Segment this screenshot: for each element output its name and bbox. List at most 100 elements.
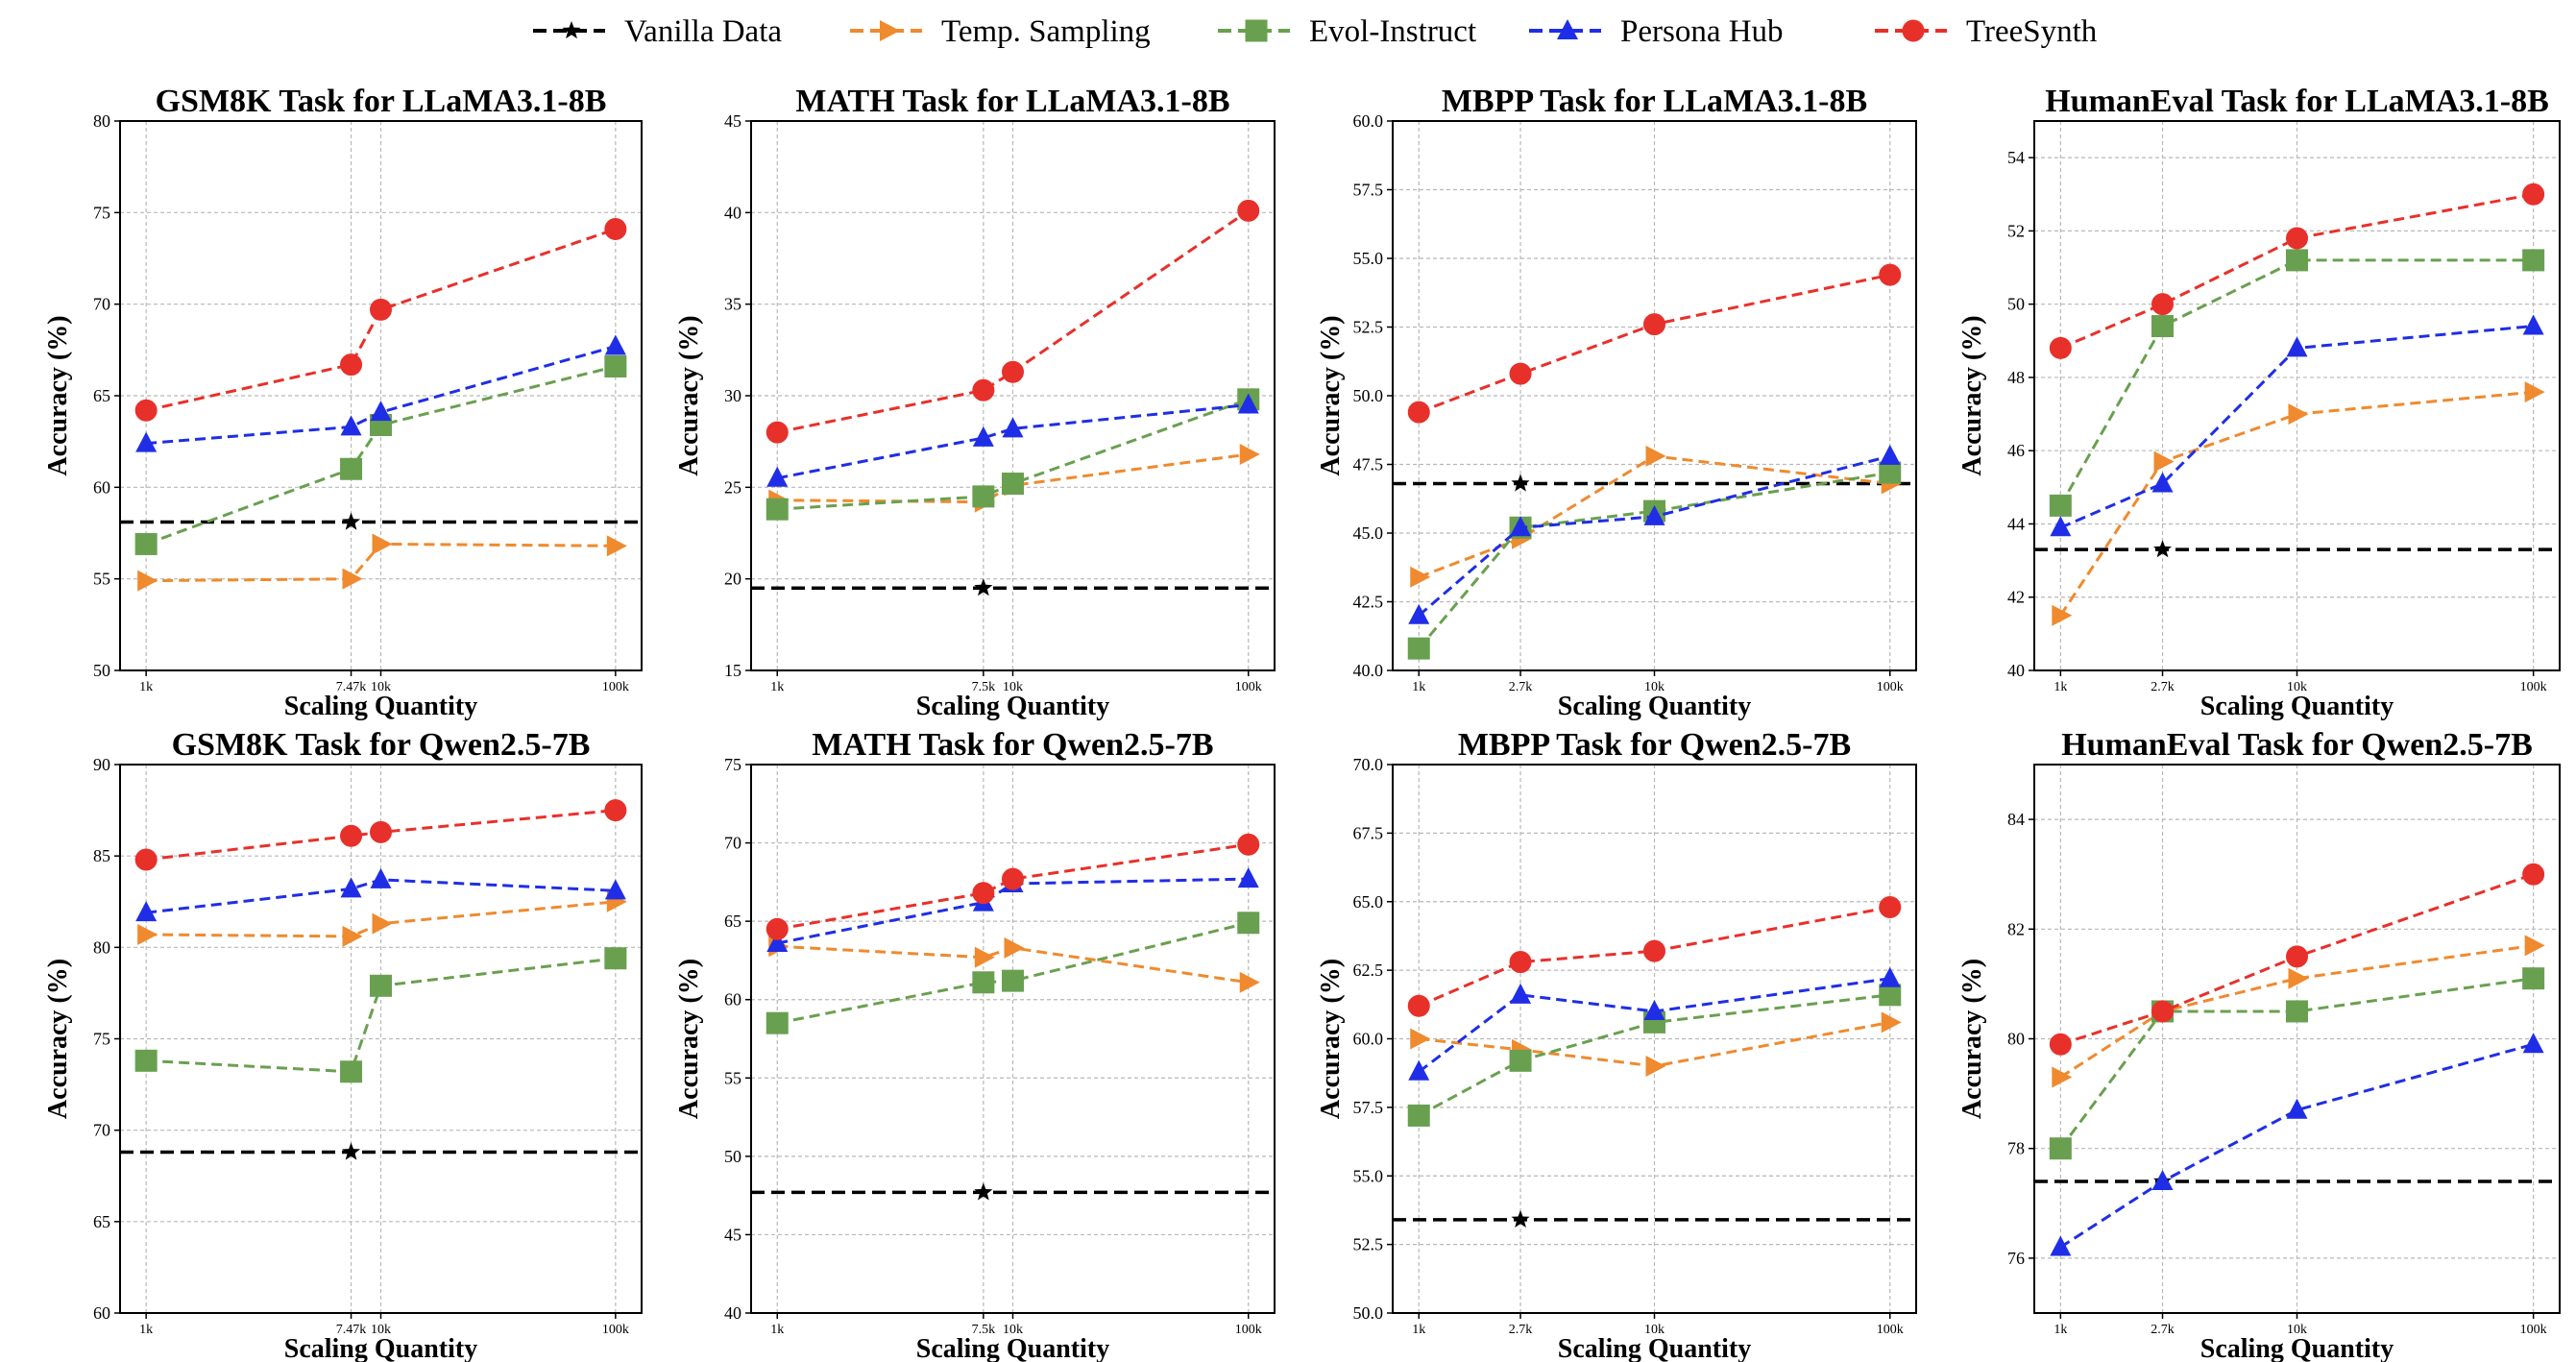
data-point-persona-hub xyxy=(370,867,392,888)
series-line-persona-hub xyxy=(146,345,617,446)
data-point-temp-sampling xyxy=(1410,1028,1431,1050)
data-point-treesynth xyxy=(1879,263,1902,286)
legend-item-persona-hub: Persona Hub xyxy=(1529,14,1784,49)
data-point-evol-instruct xyxy=(604,947,627,970)
chart-panel: 15 20 25 30 35 40 45 1k 7.5k 10k 100k MATH Task for… xyxy=(674,84,1276,721)
x-tick-label: 1k xyxy=(139,680,153,694)
legend-item-temp-sampling: Temp. Sampling xyxy=(850,14,1151,49)
data-point-evol-instruct xyxy=(2522,249,2545,272)
data-point-evol-instruct xyxy=(2286,249,2308,272)
data-point-persona-hub xyxy=(135,431,158,452)
legend-marker xyxy=(1902,19,1925,42)
x-tick-label: 1k xyxy=(770,680,784,694)
series-line-temp-sampling xyxy=(2059,943,2534,1079)
series-line-temp-sampling xyxy=(2059,390,2534,617)
y-tick-label: 35 xyxy=(724,295,741,314)
y-tick-label: 30 xyxy=(724,386,741,405)
data-point-evol-instruct xyxy=(370,974,392,997)
data-point-evol-instruct xyxy=(766,498,789,521)
y-tick-label: 75 xyxy=(93,203,110,222)
y-tick-label: 55 xyxy=(724,1068,741,1087)
data-point-treesynth xyxy=(1407,994,1430,1017)
y-tick-label: 46 xyxy=(2007,441,2025,460)
chart-panel: 40 45 50 55 60 65 70 75 1k 7.5k 10k 100k MATH Task f… xyxy=(674,727,1276,1362)
data-point-temp-sampling xyxy=(1239,444,1260,466)
data-point-persona-hub xyxy=(1408,1059,1430,1081)
y-tick-label: 52 xyxy=(2007,221,2025,240)
y-tick-label: 78 xyxy=(2007,1139,2025,1158)
data-point-evol-instruct xyxy=(1002,969,1024,992)
chart-title: MATH Task for LLaMA3.1-8B xyxy=(795,84,1229,119)
data-point-persona-hub xyxy=(972,426,994,447)
series-line-temp-sampling xyxy=(1419,1020,1891,1068)
data-point-treesynth xyxy=(370,298,392,321)
y-axis-label: Accuracy (%) xyxy=(1957,959,1987,1119)
x-tick-label: 10k xyxy=(1003,680,1023,694)
x-tick-label: 7.5k xyxy=(972,1323,996,1337)
x-tick-label: 1k xyxy=(1412,1323,1425,1337)
legend-marker xyxy=(880,20,900,41)
data-point-evol-instruct xyxy=(2049,494,2072,517)
data-point-evol-instruct xyxy=(1002,473,1024,496)
y-tick-label: 76 xyxy=(2007,1249,2025,1268)
series-line-treesynth xyxy=(2059,872,2535,1046)
x-tick-label: 100k xyxy=(2520,1323,2547,1337)
series-line-persona-hub xyxy=(146,878,616,914)
data-point-evol-instruct xyxy=(134,532,158,555)
data-point-treesynth xyxy=(1407,401,1430,424)
x-tick-label: 1k xyxy=(2054,1323,2067,1337)
y-tick-label: 65 xyxy=(724,912,741,931)
series-line-treesynth xyxy=(146,809,617,862)
y-tick-label: 85 xyxy=(93,846,110,865)
data-point-treesynth xyxy=(1643,939,1665,962)
vanilla-star-marker xyxy=(1511,1209,1530,1228)
chart-panel: 40 42 44 46 48 50 52 54 1k 2.7k 10k 100k HumanEval T… xyxy=(1957,84,2561,721)
y-tick-label: 50 xyxy=(93,661,110,680)
x-tick-label: 7.47k xyxy=(336,1323,367,1337)
series-line-evol-instruct xyxy=(2059,977,2534,1150)
data-point-evol-instruct xyxy=(604,354,627,377)
y-tick-label: 45 xyxy=(724,111,741,131)
y-tick-label: 75 xyxy=(724,755,741,774)
y-axis-label: Accuracy (%) xyxy=(43,315,73,475)
data-point-treesynth xyxy=(972,882,995,905)
data-point-persona-hub xyxy=(2286,1098,2308,1119)
x-tick-label: 1k xyxy=(139,1323,153,1337)
series-line-persona-hub xyxy=(1418,454,1891,617)
y-tick-label: 50 xyxy=(724,1147,741,1166)
y-tick-label: 70.0 xyxy=(1353,755,1384,774)
y-tick-label: 48 xyxy=(2007,368,2025,387)
y-tick-label: 80 xyxy=(2007,1030,2025,1049)
chart-panel: 76 78 80 82 84 1k 2.7k 10k 100k HumanEval Task fo… xyxy=(1957,727,2561,1362)
legend-label: Evol-Instruct xyxy=(1309,14,1476,49)
data-point-temp-sampling xyxy=(2288,403,2309,426)
y-tick-label: 40 xyxy=(724,1303,741,1323)
data-point-treesynth xyxy=(2049,336,2072,359)
data-point-evol-instruct xyxy=(2151,315,2175,338)
x-tick-label: 100k xyxy=(1877,680,1904,694)
y-tick-label: 65.0 xyxy=(1353,892,1384,912)
legend-item-vanilla-data: Vanilla Data xyxy=(533,14,782,49)
legend-label: Temp. Sampling xyxy=(941,14,1151,49)
y-tick-label: 60 xyxy=(93,477,110,497)
data-point-evol-instruct xyxy=(2286,1000,2308,1023)
y-tick-label: 42 xyxy=(2007,588,2025,607)
data-point-treesynth xyxy=(1002,867,1024,890)
x-tick-label: 1k xyxy=(1412,680,1425,694)
x-tick-label: 100k xyxy=(602,680,629,694)
data-point-temp-sampling xyxy=(342,925,363,947)
legend-item-treesynth: TreeSynth xyxy=(1875,14,2098,49)
y-tick-label: 60.0 xyxy=(1353,111,1384,131)
data-point-persona-hub xyxy=(370,401,392,422)
x-axis-label: Scaling Quantity xyxy=(1558,692,1751,721)
data-point-temp-sampling xyxy=(1881,1011,1902,1034)
x-axis-label: Scaling Quantity xyxy=(1558,1334,1751,1362)
data-point-treesynth xyxy=(1237,199,1260,222)
y-tick-label: 44 xyxy=(2007,514,2025,533)
x-tick-label: 10k xyxy=(371,680,391,694)
y-axis-label: Accuracy (%) xyxy=(674,315,704,475)
y-tick-label: 42.5 xyxy=(1353,593,1384,612)
data-point-treesynth xyxy=(766,421,789,444)
data-point-persona-hub xyxy=(604,879,626,900)
